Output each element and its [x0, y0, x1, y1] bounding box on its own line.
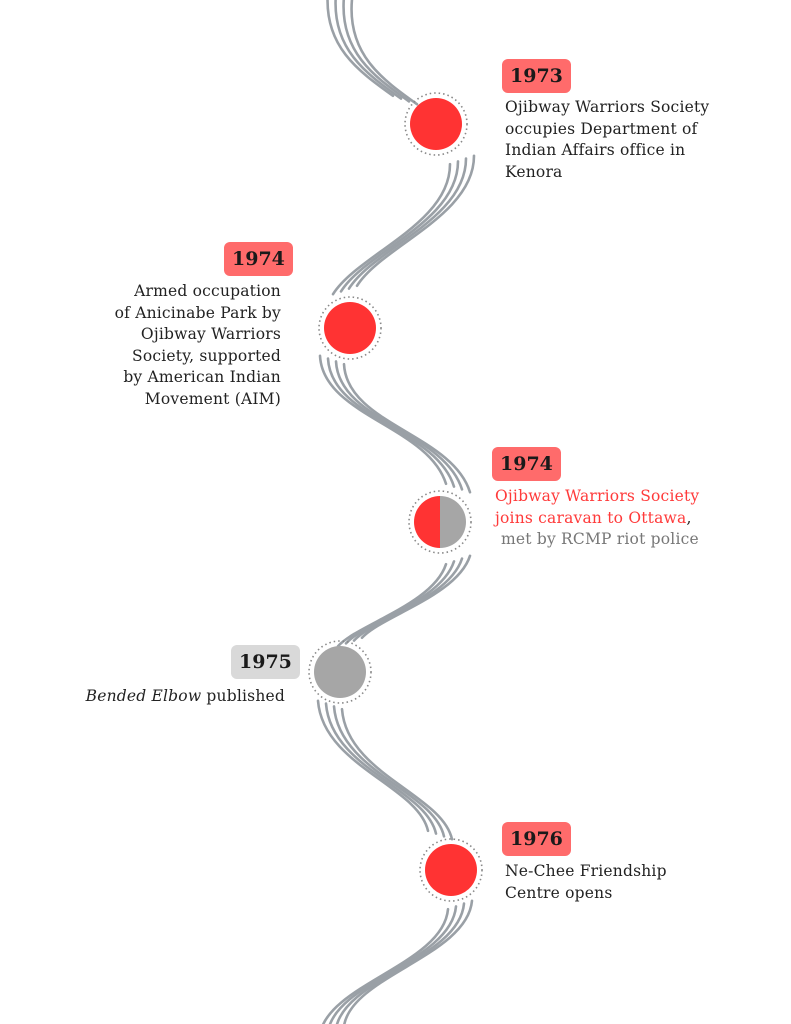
timeline-strand: [360, 554, 472, 640]
timeline-strand: [334, 0, 403, 100]
timeline-strand: [326, 357, 456, 488]
line: occupies Department of: [505, 119, 698, 138]
timeline-strand: [324, 702, 438, 835]
event-1976-text: Ne-Chee Friendship Centre opens: [505, 861, 667, 904]
year-badge-1976: 1976: [502, 822, 571, 856]
timeline-strand: [318, 354, 448, 486]
timeline-strand: [334, 360, 464, 491]
timeline-strand: [355, 154, 476, 288]
event-1974-b-text: Ojibway Warriors Society joins caravan t…: [495, 486, 699, 551]
year-badge-1973: 1973: [502, 59, 571, 93]
timeline-strand: [331, 162, 452, 296]
node-1975: [308, 640, 372, 704]
line: Armed occupation: [134, 282, 281, 300]
line: Kenora: [505, 162, 563, 181]
line: Movement (AIM): [144, 389, 281, 408]
line: by American Indian: [123, 368, 281, 386]
node-1974-a: [318, 296, 382, 360]
line: published: [201, 687, 285, 705]
line: joins caravan to Ottawa: [495, 508, 687, 527]
line: Centre opens: [505, 883, 613, 902]
event-1973-text: Ojibway Warriors Society occupies Depart…: [505, 97, 709, 183]
timeline-strand: [344, 560, 456, 645]
line: Indian Affairs office in: [505, 141, 686, 159]
timeline-strand: [328, 905, 458, 1024]
timeline-strand: [350, 0, 419, 106]
event-1975-text: Bended Elbow published: [86, 686, 285, 708]
timeline-strand: [336, 562, 448, 648]
timeline-strand: [347, 157, 468, 290]
node-1976: [419, 838, 483, 902]
timeline-strand: [339, 160, 460, 293]
timeline-strand: [352, 557, 464, 642]
year-badge-1975: 1975: [231, 645, 300, 679]
year-badge-1974-b: 1974: [492, 447, 561, 481]
event-1974-a-text: Armed occupation of Anicinabe Park by Oj…: [115, 281, 281, 410]
timeline-strand: [342, 362, 472, 494]
line: of Anicinabe Park by: [114, 303, 281, 322]
line: Ojibway Warriors: [140, 325, 281, 343]
line: Ne-Chee Friendship: [505, 862, 667, 880]
line: Society, supported: [132, 346, 281, 365]
timeline-strand: [332, 705, 446, 838]
timeline-strand: [342, 0, 411, 103]
node-1973: [404, 92, 468, 156]
timeline-strand: [321, 907, 450, 1024]
timeline-strand: [340, 707, 454, 841]
line: Ojibway Warriors Society: [505, 98, 710, 116]
timeline-strand: [326, 0, 395, 98]
year-badge-1974-a: 1974: [224, 242, 293, 276]
node-1974-b: [408, 490, 472, 554]
line: Ojibway Warriors Society: [495, 487, 700, 505]
timeline-strand: [343, 899, 474, 1024]
comma: ,: [686, 508, 692, 527]
book-title: Bended Elbow: [85, 687, 202, 705]
line: met by RCMP riot police: [501, 530, 699, 548]
timeline-strand: [336, 902, 466, 1024]
timeline-strand: [316, 699, 430, 833]
